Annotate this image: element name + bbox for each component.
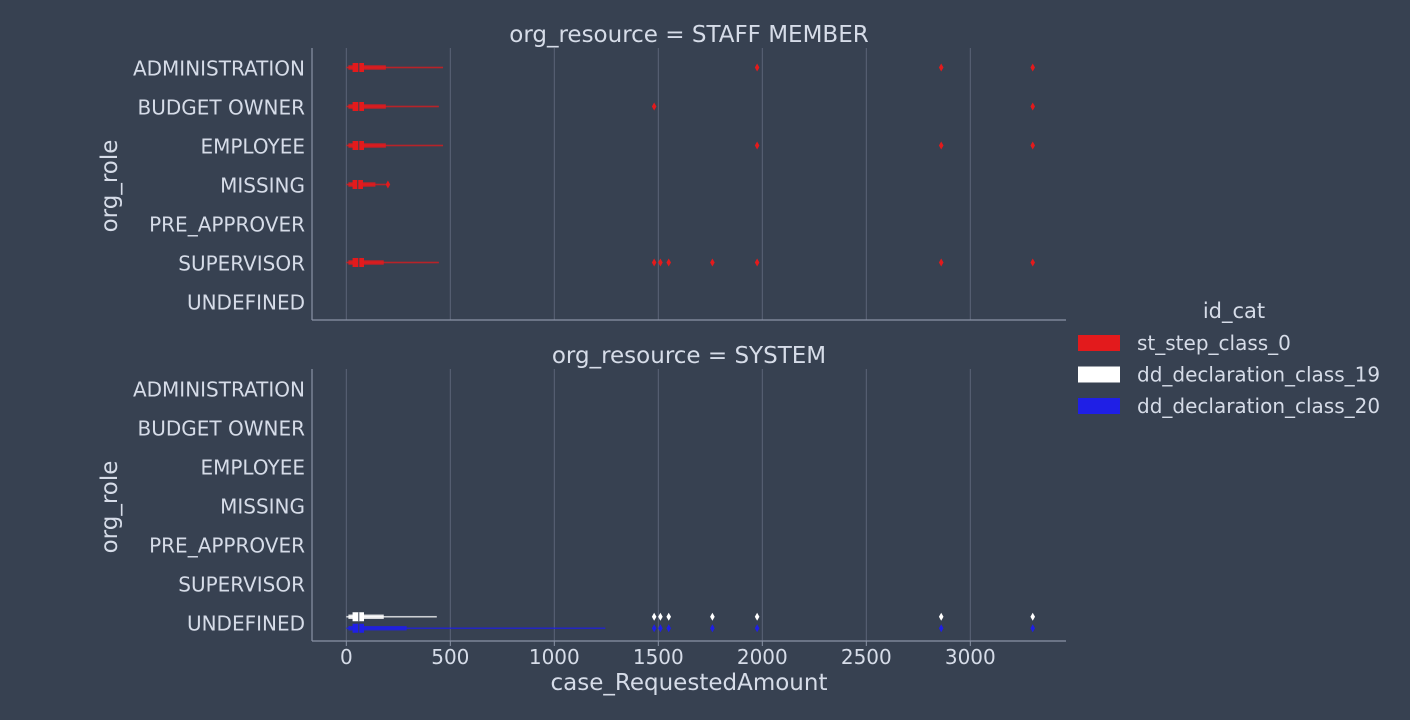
outlier-point — [651, 624, 657, 633]
y-tick-label: BUDGET OWNER — [138, 417, 306, 441]
y-tick-label: ADMINISTRATION — [133, 57, 305, 81]
boxen-outer-box — [348, 614, 384, 619]
outlier-point — [666, 612, 672, 621]
legend-item-label: dd_declaration_class_20 — [1137, 394, 1380, 418]
outlier-point — [651, 612, 657, 621]
legend-swatch — [1078, 398, 1120, 414]
y-tick-label: UNDEFINED — [187, 612, 305, 636]
y-tick-label: UNDEFINED — [187, 291, 305, 315]
outlier-point — [710, 624, 715, 633]
legend-title: id_cat — [1203, 299, 1265, 324]
y-axis-label: org_role — [97, 461, 123, 554]
boxen-st_step_class_0 — [346, 180, 391, 189]
outlier-point — [1030, 63, 1036, 72]
x-tick-label: 500 — [431, 645, 469, 669]
outlier-point — [1030, 258, 1036, 267]
boxen-tail — [346, 261, 439, 264]
y-tick-label: EMPLOYEE — [200, 135, 305, 159]
y-tick-label: EMPLOYEE — [200, 456, 305, 480]
y-tick-label: PRE_APPROVER — [149, 213, 305, 237]
y-tick-label: BUDGET OWNER — [138, 96, 306, 120]
boxen-tail — [346, 144, 444, 147]
outlier-point — [938, 141, 944, 150]
outlier-point — [658, 612, 663, 621]
outlier-point — [710, 258, 715, 267]
legend-swatch — [1078, 366, 1120, 383]
legend-swatch — [1078, 335, 1120, 351]
outlier-point — [938, 612, 944, 621]
outlier-point — [385, 180, 391, 189]
boxen-inner-box — [352, 258, 364, 267]
y-tick-label: MISSING — [220, 174, 305, 198]
outlier-point — [1030, 102, 1036, 111]
y-tick-label: PRE_APPROVER — [149, 534, 305, 558]
outlier-point — [1030, 612, 1036, 621]
outlier-point — [938, 258, 944, 267]
boxen-inner-box — [352, 623, 364, 633]
outlier-point — [651, 102, 657, 111]
outlier-point — [658, 258, 663, 267]
outlier-point — [666, 624, 672, 633]
x-axis-label: case_RequestedAmount — [551, 670, 828, 696]
boxen-st_step_class_0 — [346, 63, 1036, 72]
outlier-point — [1030, 141, 1036, 150]
outlier-point — [658, 624, 663, 633]
boxen-dd_declaration_class_20 — [346, 623, 1036, 633]
boxen-tail — [346, 105, 439, 108]
boxen-outer-box — [348, 65, 386, 70]
boxen-dd_declaration_class_19 — [346, 612, 1036, 622]
y-axis-label: org_role — [97, 140, 123, 233]
outlier-point — [754, 258, 760, 267]
boxen-outer-box — [348, 143, 386, 148]
x-tick-label: 2500 — [841, 645, 892, 669]
boxen-tail — [346, 615, 437, 618]
panel-title: org_resource = STAFF MEMBER — [509, 22, 868, 48]
panel-system: org_resource = SYSTEM ADMINISTRATION BUDG… — [133, 343, 1066, 669]
outlier-point — [666, 258, 672, 267]
outlier-point — [938, 624, 944, 633]
outlier-point — [1030, 624, 1036, 633]
panel-staff-member: org_resource = STAFF MEMBER ADMINISTRATI… — [133, 22, 1066, 321]
boxen-tail — [346, 627, 606, 630]
y-tick-label: MISSING — [220, 495, 305, 519]
boxen-outer-box — [348, 104, 386, 109]
panel-title: org_resource = SYSTEM — [552, 343, 826, 369]
boxen-st_step_class_0 — [346, 102, 1036, 111]
legend-item-label: dd_declaration_class_19 — [1137, 363, 1380, 387]
y-tick-label: SUPERVISOR — [178, 573, 305, 597]
boxen-inner-box — [352, 612, 364, 622]
boxen-tail — [346, 66, 444, 69]
y-tick-label: SUPERVISOR — [178, 252, 305, 276]
outlier-point — [710, 612, 715, 621]
outlier-point — [651, 258, 657, 267]
boxen-st_step_class_0 — [346, 258, 1036, 267]
x-tick-label: 3000 — [945, 645, 996, 669]
outlier-point — [754, 63, 760, 72]
boxen-inner-box — [352, 141, 364, 150]
x-tick-label: 0 — [340, 645, 353, 669]
outlier-point — [754, 141, 760, 150]
outlier-point — [754, 612, 760, 621]
legend: id_cat st_step_class_0 dd_declaration_cla… — [1078, 299, 1380, 418]
boxen-inner-box — [352, 102, 364, 111]
x-tick-label: 1000 — [529, 645, 580, 669]
boxen-outer-box — [348, 626, 407, 631]
boxen-outer-box — [348, 260, 384, 265]
boxen-st_step_class_0 — [346, 141, 1036, 150]
x-tick-label: 1500 — [633, 645, 684, 669]
boxen-inner-box — [352, 63, 364, 72]
y-tick-label: ADMINISTRATION — [133, 378, 305, 402]
legend-item-label: st_step_class_0 — [1137, 331, 1291, 355]
x-tick-label: 2000 — [737, 645, 788, 669]
outlier-point — [754, 624, 760, 633]
outlier-point — [938, 63, 944, 72]
